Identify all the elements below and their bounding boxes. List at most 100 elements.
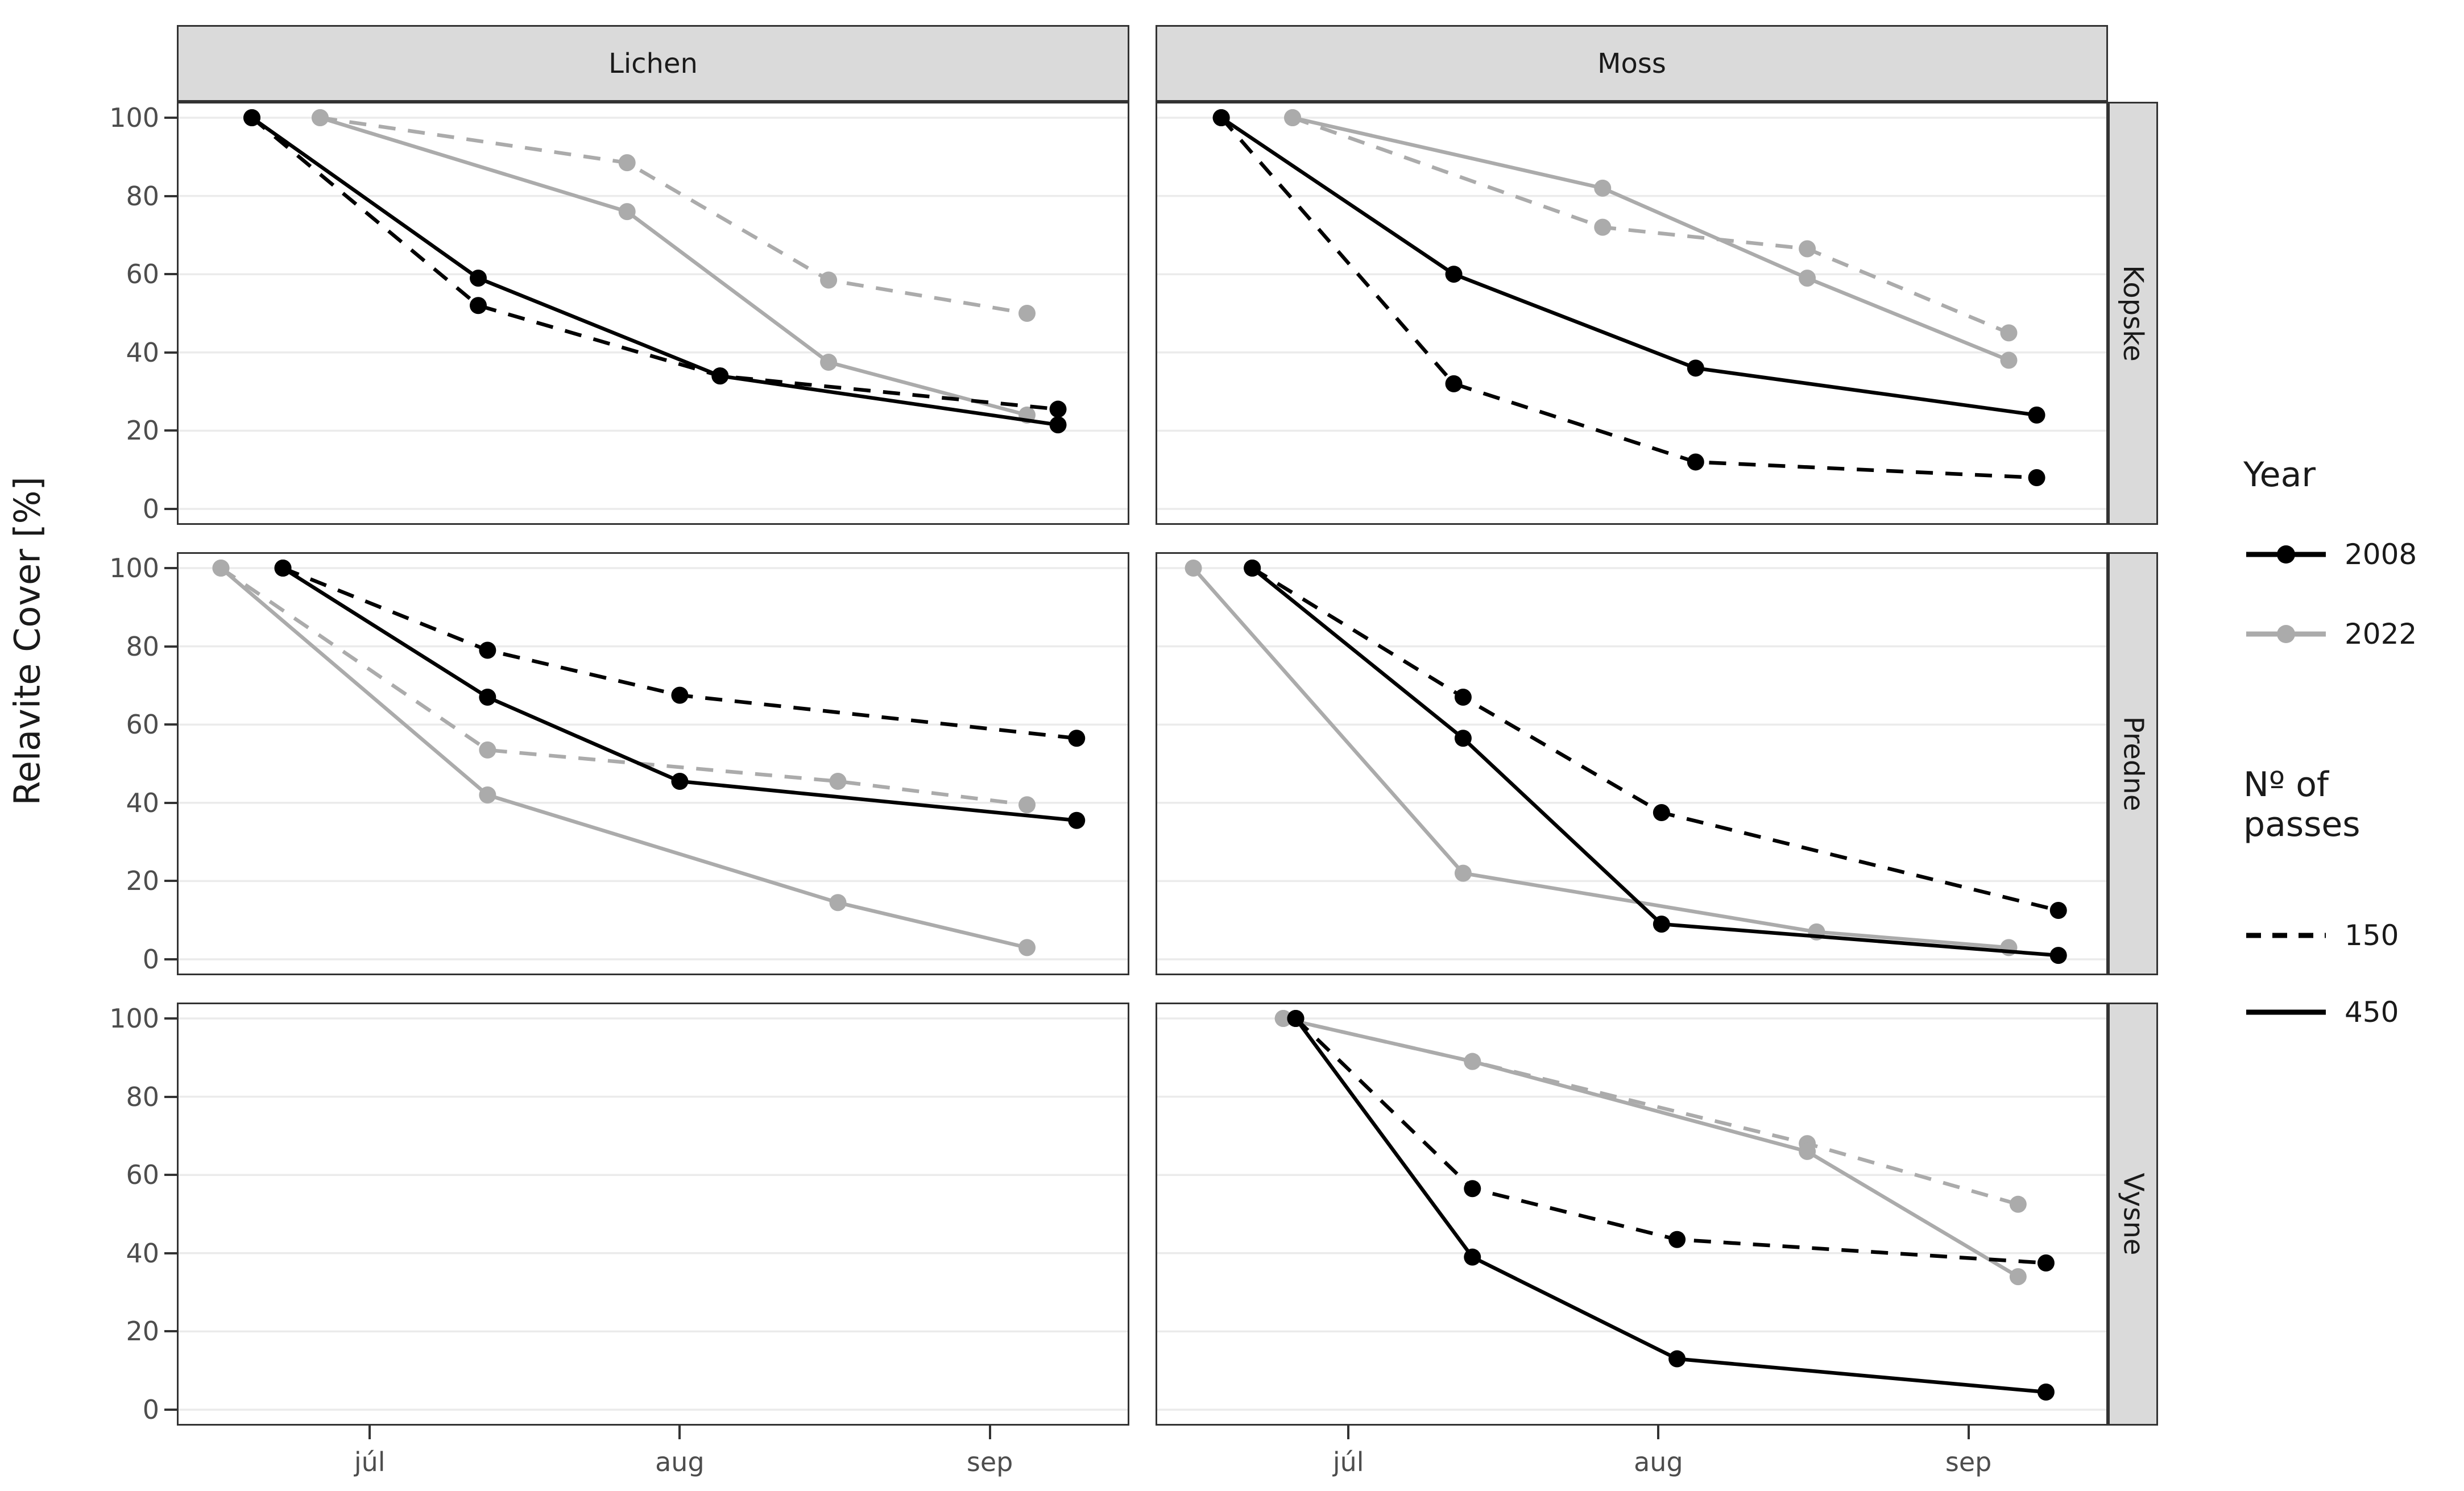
- y-tick-label: 0: [142, 494, 159, 524]
- x-tick-mark: [1347, 1426, 1350, 1439]
- series-line-2008-450: [1220, 116, 2038, 417]
- data-point-2008-450: [671, 772, 689, 790]
- col-strip-label: Moss: [1597, 47, 1666, 80]
- data-point-2022-150: [2000, 324, 2018, 342]
- data-point-2022-450: [820, 354, 838, 371]
- legend-key: [2243, 520, 2329, 589]
- row-strip-kopske: Kopske: [2108, 102, 2158, 525]
- x-tick-mark: [988, 1426, 991, 1439]
- y-tick-label: 60: [126, 709, 159, 740]
- data-point-2008-450: [1668, 1350, 1686, 1368]
- data-point-2008-150: [1464, 1180, 1481, 1198]
- row-strip-label: Vysne: [2117, 1173, 2150, 1256]
- y-tick-mark: [164, 429, 177, 432]
- series-line-2022-450: [1282, 1016, 2019, 1278]
- panel-moss-kopske: [1156, 102, 2108, 525]
- series-line-2022-150: [320, 115, 1028, 316]
- data-point-2008-450: [479, 689, 496, 706]
- data-point-2022-150: [479, 741, 496, 759]
- data-point-2022-450: [1274, 1010, 1292, 1027]
- data-point-2008-450: [274, 560, 292, 577]
- data-point-2022-450: [1799, 1142, 1816, 1160]
- data-point-2022-150: [618, 154, 636, 172]
- x-tick-label: júl: [1332, 1447, 1364, 1477]
- legend-item-2022: 2022: [2243, 600, 2417, 668]
- legend-item-label: 450: [2345, 996, 2399, 1029]
- legend-item-2008: 2008: [2243, 520, 2417, 589]
- data-point-2022-450: [829, 894, 847, 912]
- data-point-2022-150: [1018, 796, 1036, 814]
- y-tick-mark: [164, 1017, 177, 1020]
- data-point-2022-450: [212, 560, 230, 577]
- y-tick-mark: [164, 801, 177, 804]
- data-point-2022-450: [1018, 939, 1036, 956]
- data-point-2008-150: [1454, 689, 1472, 706]
- y-tick-label: 100: [109, 1003, 159, 1034]
- data-point-2008-450: [243, 109, 261, 126]
- panel-border: [177, 1003, 1129, 1426]
- data-point-2008-450: [470, 270, 487, 287]
- data-point-2022-450: [1454, 864, 1472, 882]
- y-tick-label: 0: [142, 944, 159, 975]
- panel-background: [177, 1003, 1129, 1426]
- row-strip-label: Kopske: [2117, 265, 2150, 362]
- legend-item-450: 450: [2243, 978, 2399, 1046]
- data-point-2008-450: [1687, 359, 1704, 377]
- data-point-2022-450: [311, 109, 329, 126]
- legend-key-point: [2277, 625, 2295, 643]
- panel-border: [177, 102, 1129, 525]
- y-tick-mark: [164, 351, 177, 354]
- y-tick-mark: [164, 1095, 177, 1098]
- data-point-2008-150: [2028, 469, 2045, 486]
- panel-background: [1156, 1003, 2108, 1426]
- series-line-2022-450: [220, 566, 1028, 950]
- panel-moss-vysne: [1156, 1003, 2108, 1426]
- y-tick-label: 100: [109, 102, 159, 133]
- series-line-2008-150: [250, 116, 1058, 411]
- y-tick-mark: [164, 958, 177, 960]
- data-point-2008-150: [1445, 375, 1463, 392]
- col-strip-lichen: Lichen: [177, 25, 1129, 102]
- data-point-2008-450: [711, 367, 729, 385]
- series-line-2022-450: [1292, 115, 2010, 362]
- series-line-2008-150: [1220, 116, 2037, 480]
- x-tick-mark: [678, 1426, 681, 1439]
- data-point-2022-450: [2000, 351, 2018, 369]
- data-point-2022-150: [1594, 218, 1612, 236]
- data-point-2008-150: [1668, 1231, 1686, 1248]
- panel-border: [1156, 102, 2108, 525]
- y-tick-mark: [164, 645, 177, 648]
- legend-key-point: [2277, 545, 2295, 564]
- data-point-2022-150: [2009, 1195, 2027, 1213]
- legend: Year 2008 2022 Nº of passes 150 450: [2238, 0, 2464, 1491]
- series-line-2008-450: [251, 116, 1059, 427]
- y-tick-mark: [164, 508, 177, 510]
- legend-key: [2243, 978, 2329, 1046]
- series-line-2008-450: [281, 566, 1077, 822]
- y-axis-title: Relavite Cover [%]: [6, 477, 48, 806]
- y-tick-mark: [164, 1252, 177, 1254]
- y-tick-label: 40: [126, 1237, 159, 1269]
- data-point-2008-150: [2037, 1254, 2055, 1272]
- y-tick-label: 40: [126, 787, 159, 818]
- panel-background: [1156, 552, 2108, 975]
- y-tick-label: 20: [126, 415, 159, 446]
- legend-item-150: 150: [2243, 901, 2399, 970]
- data-point-2008-450: [1445, 266, 1463, 283]
- y-tick-mark: [164, 880, 177, 883]
- series-line-2022-150: [1291, 115, 2010, 335]
- series-line-2008-150: [1294, 1017, 2047, 1265]
- x-tick-label: aug: [1634, 1447, 1683, 1477]
- panel-moss-predne: [1156, 552, 2108, 975]
- data-point-2008-450: [1049, 416, 1067, 434]
- data-point-2008-150: [1049, 400, 1067, 418]
- panel-lichen-predne: [177, 552, 1129, 975]
- y-tick-mark: [164, 1330, 177, 1333]
- data-point-2008-150: [1068, 730, 1086, 747]
- data-point-2008-150: [1653, 804, 1670, 821]
- data-point-2008-450: [2037, 1384, 2055, 1401]
- x-tick-label: júl: [354, 1447, 386, 1477]
- y-tick-label: 60: [126, 259, 159, 290]
- data-point-2022-450: [1594, 179, 1612, 197]
